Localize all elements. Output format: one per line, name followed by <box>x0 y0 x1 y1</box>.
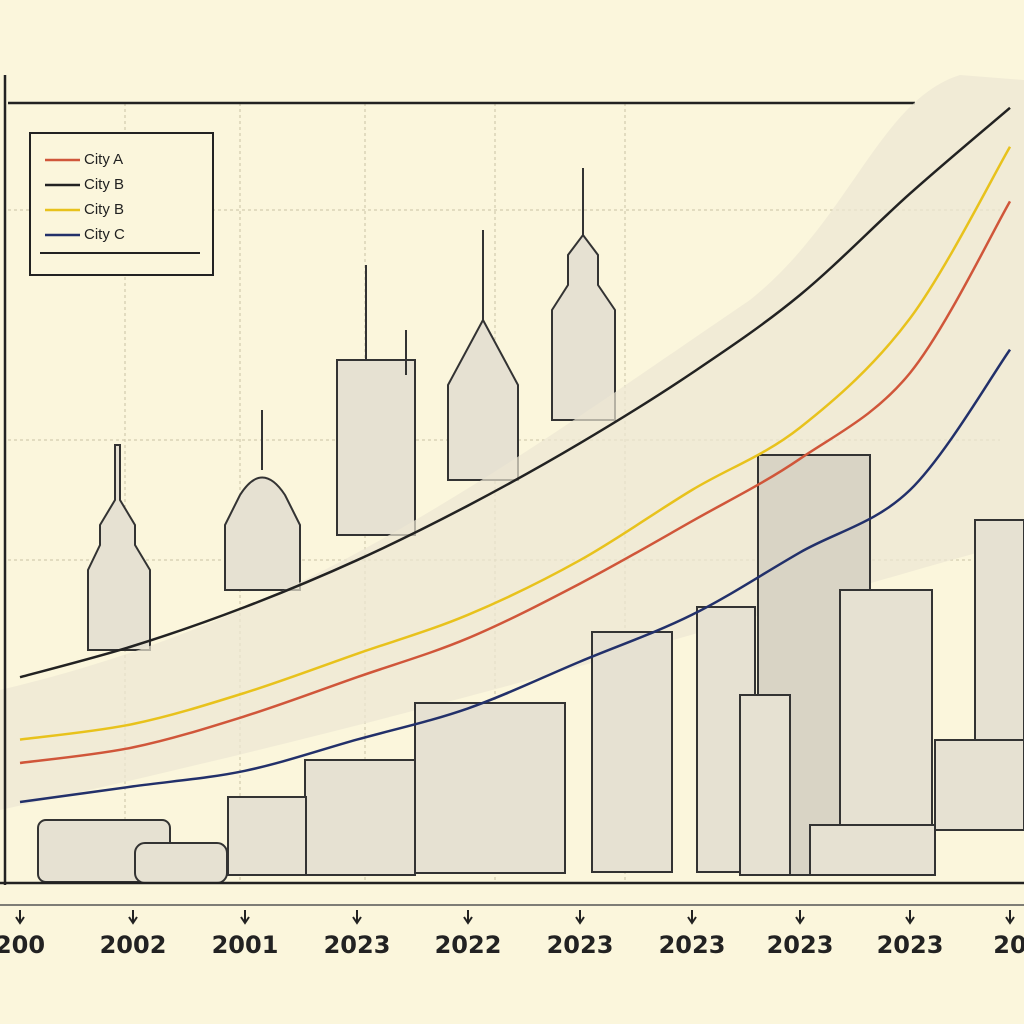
x-tick <box>240 910 250 925</box>
x-tick <box>15 910 25 925</box>
x-tick-label: 2001 <box>212 931 279 959</box>
legend-label: City B <box>84 176 124 193</box>
x-tick <box>463 910 473 925</box>
series-line <box>19 200 1012 765</box>
x-tick <box>575 910 585 925</box>
x-tick-label: 200 <box>0 931 45 959</box>
x-tick-label: 2023 <box>767 931 834 959</box>
x-tick <box>128 910 138 925</box>
legend-label: City A <box>84 151 123 168</box>
ribbon <box>0 75 1024 810</box>
legend <box>29 132 214 276</box>
x-tick-label: 20 <box>993 931 1024 959</box>
x-tick <box>1005 910 1015 925</box>
x-tick <box>905 910 915 925</box>
series-line <box>19 146 1012 741</box>
legend-label: City C <box>84 226 125 243</box>
x-tick <box>352 910 362 925</box>
series-line <box>19 106 1011 679</box>
skyline-front <box>37 454 1024 884</box>
x-tick <box>795 910 805 925</box>
x-tick-label: 2023 <box>877 931 944 959</box>
x-tick-label: 2023 <box>547 931 614 959</box>
legend-label: City B <box>84 201 124 218</box>
skyline-back <box>87 168 616 651</box>
x-tick-label: 2023 <box>659 931 726 959</box>
legend-box <box>29 132 214 276</box>
series-line <box>19 348 1012 804</box>
x-tick-label: 2022 <box>435 931 502 959</box>
x-tick <box>687 910 697 925</box>
grid <box>8 101 1000 880</box>
x-tick-label: 2002 <box>100 931 167 959</box>
x-tick-label: 2023 <box>324 931 391 959</box>
